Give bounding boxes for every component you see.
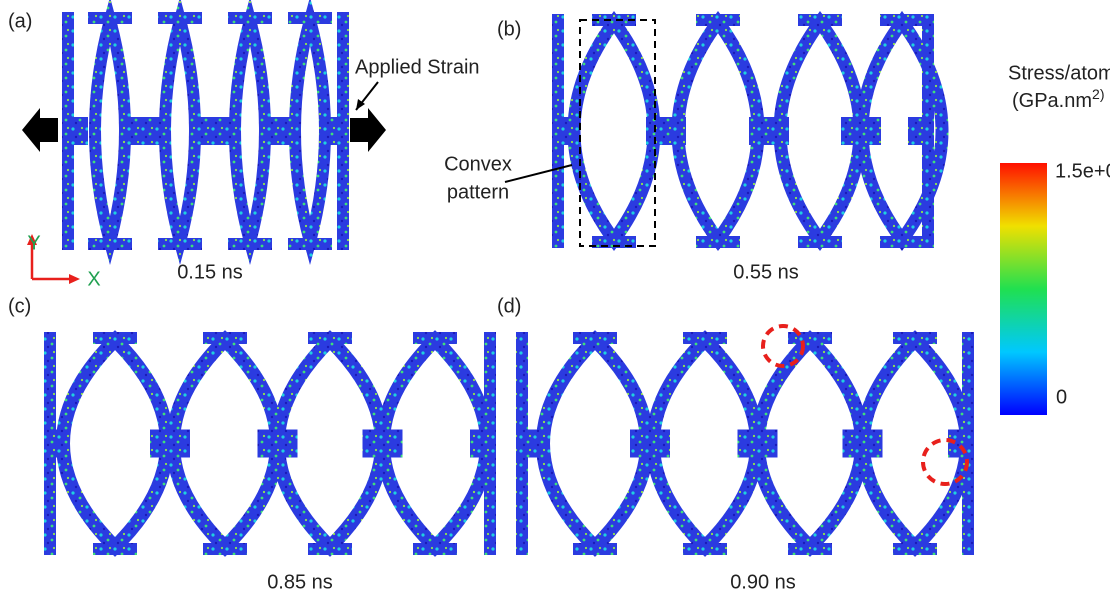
node <box>125 117 165 145</box>
colorbar-min: 0 <box>1056 386 1067 408</box>
pad <box>880 236 924 248</box>
highlight-box <box>579 19 656 247</box>
pad <box>308 543 352 555</box>
axis-arrow <box>69 274 80 284</box>
time-label: 0.55 ns <box>733 261 799 283</box>
failure-marker <box>761 324 805 368</box>
pad <box>228 12 272 24</box>
pad <box>158 12 202 24</box>
pad <box>798 236 842 248</box>
strut <box>671 11 765 251</box>
node <box>908 117 934 145</box>
pad <box>788 543 832 555</box>
annotation: Applied Strain <box>355 56 480 78</box>
pad <box>573 543 617 555</box>
node <box>257 429 298 458</box>
pad <box>893 543 937 555</box>
node <box>150 429 190 458</box>
pad <box>93 543 137 555</box>
annotation: pattern <box>447 181 509 203</box>
pad <box>893 332 937 344</box>
strain-arrow <box>22 108 58 152</box>
pad <box>88 12 132 24</box>
node <box>62 117 88 145</box>
pad <box>228 238 272 250</box>
colorbar-unit: (GPa.nm2) <box>1012 86 1104 113</box>
time-label: 0.90 ns <box>730 571 796 593</box>
node <box>630 429 670 458</box>
colorbar-max: 1.5e+06 <box>1055 160 1110 182</box>
node <box>737 429 778 458</box>
node <box>646 117 686 145</box>
time-label: 0.85 ns <box>267 571 333 593</box>
pad <box>696 14 740 26</box>
axis-label: Y <box>27 232 40 254</box>
pad <box>592 14 636 26</box>
failure-marker <box>921 438 969 486</box>
node <box>948 429 974 458</box>
colorbar-unit: (GPa.nm <box>1012 90 1092 112</box>
pad <box>413 543 457 555</box>
colorbar <box>1000 163 1047 415</box>
pad <box>880 14 924 26</box>
pad <box>158 238 202 250</box>
pad <box>683 332 727 344</box>
strain-arrow <box>350 108 386 152</box>
node <box>323 117 349 145</box>
pad <box>288 12 332 24</box>
node <box>44 429 70 458</box>
lattice-structures <box>44 0 974 557</box>
panel-label: (c) <box>8 295 31 317</box>
node <box>749 117 789 145</box>
node <box>362 429 403 458</box>
panel-label: (b) <box>497 18 521 40</box>
node <box>260 117 300 145</box>
node <box>195 117 235 145</box>
pad <box>413 332 457 344</box>
panel-label: (d) <box>497 295 521 317</box>
pad <box>696 236 740 248</box>
pad <box>203 332 247 344</box>
node <box>841 117 881 145</box>
strut <box>89 0 131 266</box>
colorbar-unit-sup: 2) <box>1092 86 1104 102</box>
panel-label: (a) <box>8 10 32 32</box>
pad <box>288 238 332 250</box>
pad <box>788 332 832 344</box>
node <box>552 117 578 145</box>
pad <box>573 332 617 344</box>
pad <box>683 543 727 555</box>
pad <box>308 332 352 344</box>
pad <box>88 238 132 250</box>
pad <box>93 332 137 344</box>
pad <box>798 14 842 26</box>
strut <box>567 11 661 251</box>
colorbar-title: Stress/atom <box>1008 62 1110 84</box>
time-label: 0.15 ns <box>177 261 243 283</box>
annotation-pointer <box>504 164 573 183</box>
node <box>842 429 883 458</box>
annotation-pointer <box>356 99 365 110</box>
strut <box>159 0 201 266</box>
pad <box>203 543 247 555</box>
axis-label: X <box>87 268 100 290</box>
annotation: Convex <box>444 153 512 175</box>
node <box>516 429 542 458</box>
node <box>470 429 496 458</box>
axis-arrow <box>27 234 37 245</box>
